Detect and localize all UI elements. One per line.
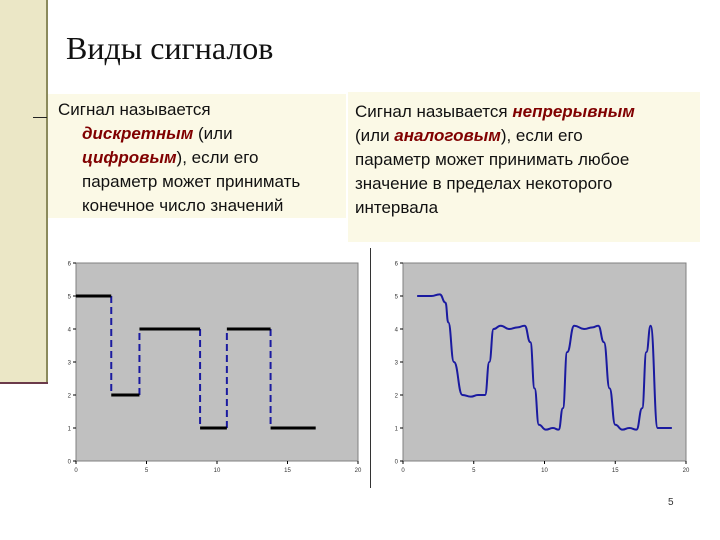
text-segment: Сигнал называется (58, 100, 211, 119)
left_box-line: цифровым), если его (58, 146, 300, 170)
chart-divider (370, 248, 371, 488)
y-tick-label: 4 (395, 328, 399, 334)
definition-box-continuous (348, 92, 700, 242)
x-tick-label: 10 (214, 468, 221, 474)
decorative-left-bar (0, 0, 46, 382)
decorative-rule (33, 117, 47, 118)
text-segment: Сигнал называется (355, 102, 513, 121)
text-segment: ), если его (500, 126, 583, 145)
x-tick-label: 15 (284, 468, 291, 474)
right_box-line: Сигнал называется непрерывным (355, 100, 635, 124)
right_box-line: значение в пределах некоторого (355, 172, 635, 196)
decorative-bar-bottom (0, 382, 48, 384)
y-tick-label: 6 (395, 262, 399, 268)
y-tick-label: 2 (395, 394, 399, 400)
text-segment: конечное число значений (82, 196, 284, 215)
left_box-line: параметр может принимать (58, 170, 300, 194)
left_box-line: Сигнал называется (58, 98, 300, 122)
highlighted-term: цифровым (82, 148, 177, 167)
y-tick-label: 4 (68, 328, 72, 334)
highlighted-term: аналоговым (394, 126, 501, 145)
y-tick-label: 6 (68, 262, 72, 268)
slide-title: Виды сигналов (66, 30, 274, 66)
x-tick-label: 5 (145, 468, 149, 474)
definition-box-discrete (48, 94, 346, 218)
y-tick-label: 1 (395, 427, 399, 433)
plot-area (402, 262, 687, 462)
x-tick-label: 20 (355, 468, 362, 474)
x-tick-label: 20 (683, 468, 690, 474)
right_box-line: интервала (355, 196, 635, 220)
y-tick-label: 3 (68, 361, 72, 367)
y-tick-label: 5 (68, 295, 72, 301)
text-segment: (или (355, 126, 395, 145)
highlighted-term: дискретным (82, 124, 194, 143)
text-segment: интервала (355, 198, 439, 217)
text-segment: значение в пределах некоторого (355, 174, 613, 193)
x-tick-label: 0 (401, 468, 405, 474)
x-tick-label: 15 (612, 468, 619, 474)
page-number: 5 (668, 497, 674, 508)
text-segment: ), если его (176, 148, 259, 167)
text-segment: параметр может принимать любое (355, 150, 630, 169)
right_box-line: параметр может принимать любое (355, 148, 635, 172)
text-segment: (или (193, 124, 233, 143)
y-tick-label: 3 (395, 361, 399, 367)
x-tick-label: 0 (74, 468, 78, 474)
left_box-line: дискретным (или (58, 122, 300, 146)
highlighted-term: непрерывным (512, 102, 635, 121)
y-tick-label: 1 (68, 427, 72, 433)
x-tick-label: 5 (472, 468, 476, 474)
y-tick-label: 0 (395, 460, 399, 466)
y-tick-label: 2 (68, 394, 72, 400)
y-tick-label: 0 (68, 460, 72, 466)
right_box-line: (или аналоговым), если его (355, 124, 635, 148)
discrete-definition-text: Сигнал называется дискретным (или цифровым… (58, 98, 300, 218)
decorative-left-bar-edge (46, 0, 48, 382)
y-tick-label: 5 (395, 295, 399, 301)
left_box-line: конечное число значений (58, 194, 300, 218)
x-tick-label: 10 (541, 468, 548, 474)
signal-line (417, 293, 672, 431)
continuous-definition-text: Сигнал называется непрерывным (или аналог… (355, 100, 635, 220)
text-segment: параметр может принимать (82, 172, 301, 191)
